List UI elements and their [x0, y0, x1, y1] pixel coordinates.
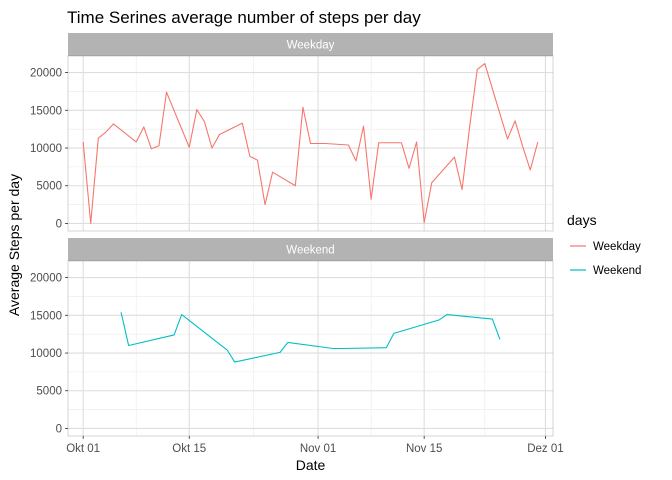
strip-weekday	[68, 33, 553, 56]
legend-items: Weekday Weekend	[568, 236, 641, 280]
y-tick-label: 0	[56, 423, 62, 435]
x-tick-label: Dez 01	[527, 443, 563, 455]
y-axis-title: Average Steps per day	[6, 174, 22, 316]
y-tick-label: 5000	[36, 181, 62, 193]
panel-background	[68, 261, 553, 436]
series-lines-weekend	[120, 312, 501, 363]
legend-title: days	[567, 212, 597, 228]
y-tick-label: 10000	[30, 348, 62, 360]
series-line-weekend	[120, 312, 501, 363]
x-tick-label: Nov 15	[406, 443, 442, 455]
y-ticks-weekend: 0 5000 10000 15000 20000	[30, 273, 68, 435]
y-tick-label: 10000	[30, 143, 62, 155]
strip-label-weekday: Weekday	[287, 40, 335, 52]
y-tick-label: 15000	[30, 105, 62, 117]
panel-weekday: Weekday 0 5000 10000 15000 20000	[30, 33, 554, 232]
x-tick-label: Okt 01	[66, 443, 100, 455]
legend-label-weekend: Weekend	[593, 265, 641, 277]
strip-label-weekend: Weekend	[286, 245, 334, 257]
strip-weekend	[68, 238, 553, 261]
y-ticks-weekday: 0 5000 10000 15000 20000	[30, 68, 68, 230]
panel-border-weekend	[67, 260, 554, 437]
grid-weekend	[68, 261, 553, 436]
y-tick-label: 0	[56, 218, 62, 230]
x-tick-label: Nov 01	[300, 443, 336, 455]
y-tick-label: 5000	[36, 386, 62, 398]
legend: days Weekday Weekend	[567, 212, 641, 280]
panel-border-weekday	[67, 55, 554, 232]
y-tick-label: 20000	[30, 273, 62, 285]
x-tick-label: Okt 15	[172, 443, 206, 455]
y-tick-label: 15000	[30, 310, 62, 322]
x-ticks: Okt 01 Okt 15 Nov 01 Nov 15 Dez 01	[66, 436, 564, 455]
chart-title: Time Serines average number of steps per…	[67, 8, 421, 27]
panel-weekend: Weekend 0 5000 10000 15000 20000	[30, 238, 554, 437]
y-tick-label: 20000	[30, 68, 62, 80]
series-lines-weekday	[82, 62, 539, 225]
legend-label-weekday: Weekday	[593, 241, 641, 253]
x-axis-title: Date	[296, 457, 326, 473]
series-line-weekday	[82, 62, 539, 225]
